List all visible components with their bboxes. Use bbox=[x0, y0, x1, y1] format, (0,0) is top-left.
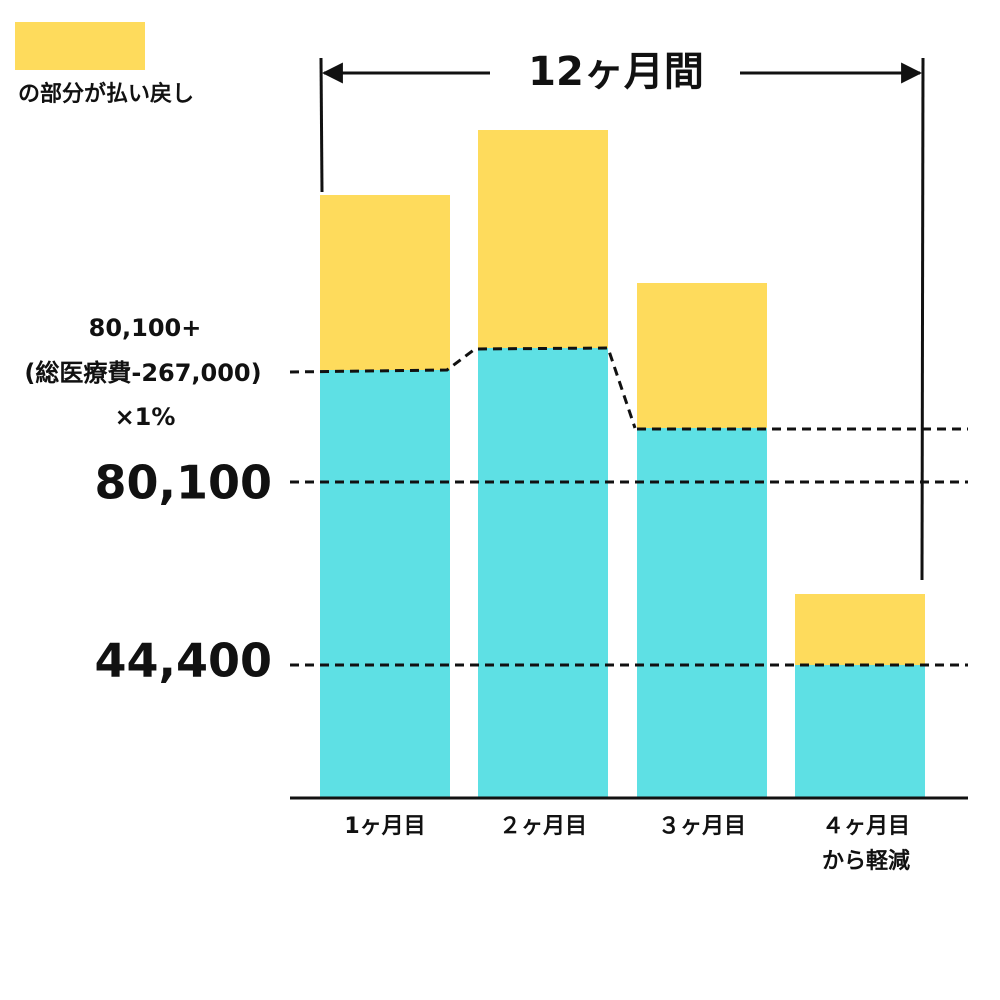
month-label: 1ヶ月目 bbox=[344, 814, 425, 839]
bracket bbox=[920, 57, 925, 581]
bar-base bbox=[637, 428, 767, 798]
bar-refund bbox=[320, 195, 450, 370]
level-label: 80,100 bbox=[94, 456, 272, 510]
bracket bbox=[319, 57, 324, 193]
bar-refund bbox=[795, 594, 925, 665]
bar-refund bbox=[478, 130, 608, 348]
month-note: から軽減 bbox=[822, 848, 910, 874]
legend-swatch bbox=[15, 22, 145, 70]
formula-line bbox=[289, 346, 637, 429]
formula-line-text: ×1% bbox=[115, 403, 176, 431]
bar-base bbox=[320, 370, 450, 798]
level-label: 44,400 bbox=[94, 634, 272, 688]
bar-base bbox=[795, 665, 925, 798]
month-label: ３ヶ月目 bbox=[658, 814, 746, 839]
formula-line-text: (総医療費-267,000) bbox=[24, 359, 261, 387]
bar-refund bbox=[637, 283, 767, 428]
month-label: ２ヶ月目 bbox=[499, 814, 587, 839]
bar-base bbox=[478, 348, 608, 798]
month-label: ４ヶ月目 bbox=[822, 814, 910, 839]
period-label: 12ヶ月間 bbox=[528, 49, 704, 95]
legend-label: の部分が払い戻し bbox=[18, 81, 194, 107]
formula-line-text: 80,100+ bbox=[89, 314, 202, 342]
